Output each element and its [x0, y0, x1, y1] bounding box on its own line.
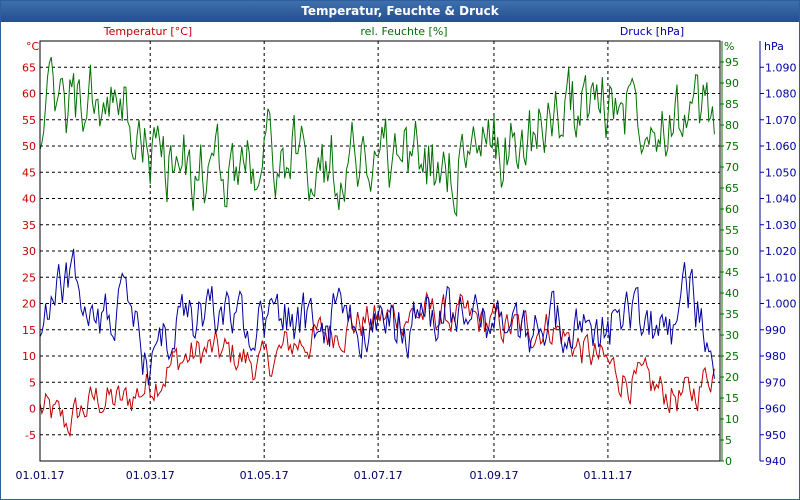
- pressure-tick-label: 1.060: [765, 140, 797, 153]
- humidity-tick-label: 85: [725, 98, 739, 111]
- pressure-tick-label: 950: [765, 429, 786, 442]
- temperature-series-line: [39, 291, 715, 438]
- temperature-tick-label: 60: [22, 88, 36, 101]
- humidity-tick-label: 75: [725, 140, 739, 153]
- x-tick-label: 01.09.17: [469, 469, 518, 482]
- x-tick-label: 01.01.17: [16, 469, 65, 482]
- pressure-tick-label: 940: [765, 455, 786, 468]
- humidity-tick-label: 40: [725, 287, 739, 300]
- pressure-tick-label: 1.000: [765, 298, 797, 311]
- temperature-unit-label: °C: [26, 40, 40, 53]
- temperature-tick-label: 0: [29, 403, 36, 416]
- pressure-tick-label: 1.080: [765, 88, 797, 101]
- humidity-axis-title: rel. Feuchte [%]: [360, 25, 447, 38]
- temperature-tick-label: 65: [22, 61, 36, 74]
- temperature-tick-label: -5: [25, 429, 36, 442]
- humidity-tick-label: 45: [725, 266, 739, 279]
- humidity-unit-label: %: [724, 40, 734, 53]
- humidity-tick-label: 55: [725, 224, 739, 237]
- x-tick-label: 01.07.17: [354, 469, 403, 482]
- temperature-tick-label: 20: [22, 298, 36, 311]
- temperature-tick-label: 55: [22, 114, 36, 127]
- humidity-tick-label: 90: [725, 77, 739, 90]
- grid: [40, 41, 720, 461]
- pressure-series-line: [39, 248, 715, 385]
- pressure-tick-label: 960: [765, 403, 786, 416]
- window-title-bar: Temperatur, Feuchte & Druck: [1, 1, 799, 22]
- series-layer: [39, 56, 715, 438]
- pressure-tick-label: 1.090: [765, 61, 797, 74]
- humidity-tick-label: 5: [725, 434, 732, 447]
- x-tick-label: 01.03.17: [126, 469, 175, 482]
- x-tick-label: 01.11.17: [583, 469, 632, 482]
- humidity-tick-label: 10: [725, 413, 739, 426]
- temperature-tick-label: 5: [29, 376, 36, 389]
- pressure-tick-label: 1.070: [765, 114, 797, 127]
- humidity-tick-label: 95: [725, 56, 739, 69]
- pressure-tick-label: 970: [765, 376, 786, 389]
- temperature-axis-title: Temperatur [°C]: [103, 25, 192, 38]
- humidity-tick-label: 60: [725, 203, 739, 216]
- temperature-tick-label: 10: [22, 350, 36, 363]
- humidity-tick-label: 30: [725, 329, 739, 342]
- pressure-tick-label: 1.040: [765, 193, 797, 206]
- pressure-tick-label: 1.030: [765, 219, 797, 232]
- humidity-series-line: [39, 56, 715, 218]
- humidity-tick-label: 0: [725, 455, 732, 468]
- temperature-tick-label: 30: [22, 245, 36, 258]
- humidity-tick-label: 80: [725, 119, 739, 132]
- temperature-tick-label: 35: [22, 219, 36, 232]
- pressure-tick-label: 980: [765, 350, 786, 363]
- pressure-tick-label: 1.010: [765, 271, 797, 284]
- pressure-axis-title: Druck [hPa]: [620, 25, 684, 38]
- pressure-unit-label: hPa: [764, 40, 784, 53]
- temperature-tick-label: 25: [22, 271, 36, 284]
- temperature-tick-label: 40: [22, 193, 36, 206]
- window-title: Temperatur, Feuchte & Druck: [301, 4, 499, 18]
- temperature-tick-label: 50: [22, 140, 36, 153]
- temperature-tick-label: 45: [22, 166, 36, 179]
- pressure-tick-label: 990: [765, 324, 786, 337]
- humidity-tick-label: 15: [725, 392, 739, 405]
- humidity-tick-label: 50: [725, 245, 739, 258]
- pressure-tick-label: 1.050: [765, 166, 797, 179]
- pressure-tick-label: 1.020: [765, 245, 797, 258]
- temperature-tick-label: 15: [22, 324, 36, 337]
- humidity-tick-label: 25: [725, 350, 739, 363]
- x-tick-label: 01.05.17: [240, 469, 289, 482]
- humidity-tick-label: 70: [725, 161, 739, 174]
- humidity-tick-label: 20: [725, 371, 739, 384]
- humidity-tick-label: 35: [725, 308, 739, 321]
- humidity-tick-label: 65: [725, 182, 739, 195]
